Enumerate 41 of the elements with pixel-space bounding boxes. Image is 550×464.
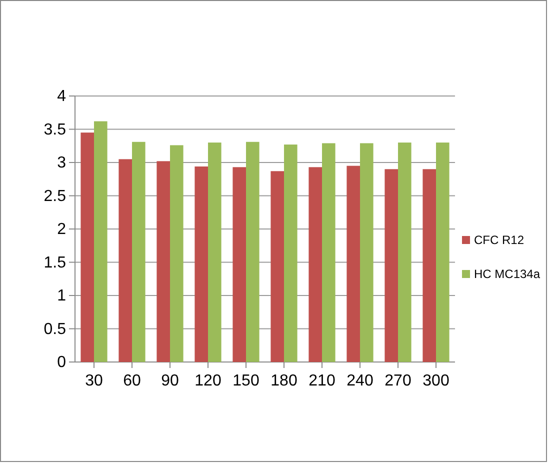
bar — [308, 167, 322, 362]
y-tick-label: 3 — [57, 154, 66, 172]
bar — [284, 144, 298, 362]
bar — [170, 145, 184, 362]
bar — [322, 143, 336, 362]
x-tick-label: 240 — [346, 372, 374, 390]
bar — [346, 166, 360, 362]
x-tick-label: 300 — [422, 372, 450, 390]
y-tick-label: 1 — [57, 288, 66, 305]
y-tick-label: 2.5 — [44, 188, 66, 205]
y-tick-label: 0 — [57, 354, 66, 372]
x-tick-label: 90 — [161, 372, 179, 390]
bar — [208, 142, 222, 362]
bar — [118, 159, 132, 362]
y-tick-label: 2 — [57, 221, 66, 238]
bar — [246, 142, 260, 362]
bar — [436, 142, 450, 362]
x-tick-label: 30 — [85, 372, 103, 390]
x-tick-label: 150 — [232, 372, 260, 390]
y-tick-label: 3.5 — [44, 121, 66, 138]
bar — [132, 142, 146, 362]
bar — [156, 161, 170, 362]
x-tick-label: 180 — [270, 372, 298, 390]
x-tick-label: 60 — [123, 372, 141, 390]
y-tick-label: 1.5 — [44, 254, 66, 272]
x-tick-label: 120 — [194, 372, 222, 390]
legend-label: CFC R12 — [474, 233, 524, 247]
bar — [232, 167, 246, 362]
bar — [422, 169, 436, 362]
x-tick-label: 210 — [308, 372, 336, 390]
y-tick-label: 4 — [57, 88, 66, 106]
bar — [384, 169, 398, 362]
bar — [194, 166, 208, 362]
y-tick-label: 0.5 — [44, 320, 66, 338]
bar — [270, 171, 284, 362]
bar — [80, 132, 94, 362]
legend-label: HC MC134a — [474, 267, 540, 281]
bar — [398, 142, 412, 362]
x-tick-label: 270 — [384, 372, 412, 390]
bar — [94, 121, 108, 362]
bar — [360, 143, 374, 362]
